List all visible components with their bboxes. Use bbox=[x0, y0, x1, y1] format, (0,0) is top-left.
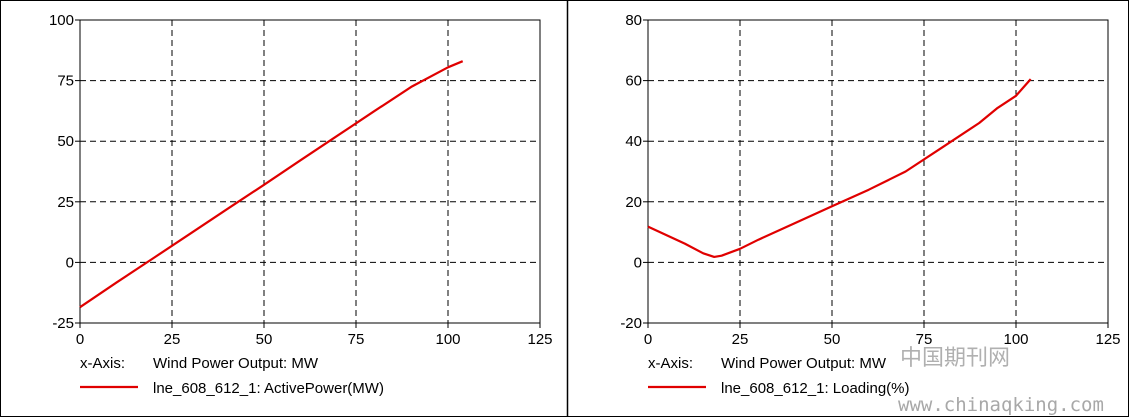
y-tick-label: 75 bbox=[57, 73, 74, 90]
legend-series-text: lne_608_612_1: Loading(%) bbox=[721, 380, 910, 397]
y-tick-label: 0 bbox=[634, 254, 642, 271]
y-tick-label: 100 bbox=[49, 12, 74, 29]
x-tick-label: 125 bbox=[527, 331, 552, 348]
plot-area bbox=[648, 20, 1108, 323]
x-tick-label: 75 bbox=[348, 331, 365, 348]
x-tick-label: 25 bbox=[732, 331, 749, 348]
y-tick-label: 60 bbox=[625, 73, 642, 90]
watermark-url: www.chinaqking.com bbox=[898, 394, 1104, 416]
y-tick-label: 20 bbox=[625, 194, 642, 211]
series-line bbox=[647, 78, 1032, 258]
legend-axis-prefix: x-Axis: bbox=[80, 355, 125, 372]
legend-axis-text: Wind Power Output: MW bbox=[153, 355, 319, 372]
legend-axis-text: Wind Power Output: MW bbox=[721, 355, 887, 372]
axes-frame bbox=[79, 19, 541, 324]
y-tick-label: -25 bbox=[52, 315, 74, 332]
axes-frame bbox=[647, 19, 1109, 324]
x-tick-label: 50 bbox=[256, 331, 273, 348]
x-tick-label: 125 bbox=[1095, 331, 1120, 348]
watermark-cn: 中国期刊网 bbox=[900, 346, 1010, 371]
y-tick-label: 25 bbox=[57, 194, 74, 211]
y-tick-label: -20 bbox=[620, 315, 642, 332]
x-tick-label: 0 bbox=[76, 331, 84, 348]
x-tick-label: 100 bbox=[1003, 331, 1028, 348]
y-tick-label: 50 bbox=[57, 133, 74, 150]
x-tick-label: 25 bbox=[164, 331, 181, 348]
plot-area bbox=[80, 20, 540, 323]
y-tick-label: 80 bbox=[625, 12, 642, 29]
watermark: 中国期刊网 www.chinaqking.com bbox=[898, 346, 1104, 416]
legend-series-text: lne_608_612_1: ActivePower(MW) bbox=[153, 380, 384, 397]
x-tick-label: 0 bbox=[644, 331, 652, 348]
y-tick-label: 0 bbox=[66, 254, 74, 271]
x-tick-label: 50 bbox=[824, 331, 841, 348]
x-tick-label: 75 bbox=[916, 331, 933, 348]
legend-axis-prefix: x-Axis: bbox=[648, 355, 693, 372]
x-tick-label: 100 bbox=[435, 331, 460, 348]
y-tick-label: 40 bbox=[625, 133, 642, 150]
series-line bbox=[79, 60, 464, 309]
